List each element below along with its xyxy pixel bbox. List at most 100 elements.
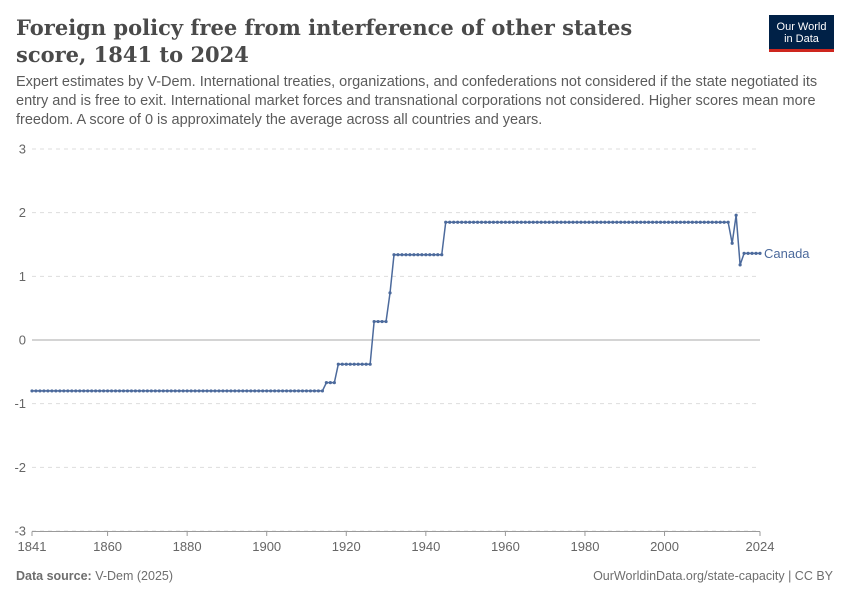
data-point [499,220,504,224]
data-point [706,220,710,224]
data-source-value[interactable]: V-Dem (2025) [95,569,174,583]
y-tick-label: -1 [14,396,26,411]
data-point [121,389,126,393]
y-tick-label: -2 [14,460,26,475]
data-point [710,220,714,224]
data-point [38,389,42,393]
data-point [58,389,62,393]
data-point [94,389,98,393]
x-tick-label: 1980 [571,539,600,554]
y-tick-label: 3 [19,142,26,157]
data-point [571,220,575,224]
series-label-canada: Canada [764,246,810,261]
data-point [54,389,58,393]
data-point [376,319,380,324]
data-point [141,389,145,393]
data-point [658,220,663,224]
data-point [479,220,484,224]
data-point [102,389,106,393]
data-point [714,220,718,224]
x-tick-label: 1841 [18,539,47,554]
data-point [587,220,591,224]
data-point [650,220,655,224]
data-point [205,389,209,393]
data-point [157,389,161,393]
chart-title: Foreign policy free from interference of… [16,15,633,67]
data-point [285,389,289,393]
data-point [487,220,492,224]
data-point [627,220,631,224]
data-point [511,220,515,224]
logo-line-2: in Data [784,33,819,45]
y-tick-label: 2 [19,205,26,220]
data-point [579,220,583,224]
data-point [643,220,647,224]
data-point [424,253,428,257]
data-point [273,389,277,393]
data-point [635,220,639,224]
data-point [344,362,348,366]
data-point [551,220,555,224]
data-point [249,389,253,393]
data-point [595,220,599,224]
data-point [308,389,313,393]
data-point [82,389,86,393]
data-point [360,362,364,366]
data-point [388,291,392,295]
data-point [495,220,500,224]
y-tick-label: -3 [14,524,26,539]
data-point [169,389,173,393]
data-point [217,389,221,393]
data-point [292,389,297,393]
data-point [563,220,567,224]
data-point [611,220,615,224]
data-point [117,389,122,393]
data-point [62,389,66,393]
data-point [722,220,726,224]
data-point [690,220,694,224]
data-point [352,362,356,366]
source-url[interactable]: OurWorldinData.org/state-capacity | CC B… [593,569,833,583]
x-tick-label: 1960 [491,539,520,554]
data-point [539,220,543,224]
data-point [523,220,527,224]
data-point [555,220,559,224]
data-point [90,389,94,393]
data-point [432,253,436,257]
data-point [209,389,213,393]
data-point [619,220,623,224]
data-point [137,389,142,393]
data-point [181,389,185,393]
data-point [440,253,444,257]
data-point [567,220,571,224]
data-point [428,253,432,257]
data-point [340,362,344,366]
data-point [412,253,416,257]
data-point [666,220,671,224]
data-point [702,220,706,224]
data-point [686,220,690,224]
data-point [631,220,635,224]
data-point [320,389,324,393]
data-point [304,389,309,393]
data-point [113,389,118,393]
x-tick-label: 1880 [173,539,202,554]
data-point [503,220,507,224]
data-point [74,389,78,393]
data-point [639,220,643,224]
data-point [269,389,273,393]
y-tick-label: 1 [19,269,26,284]
x-tick-label: 2024 [746,539,775,554]
data-point [161,389,165,393]
data-point [233,389,237,393]
data-point [483,220,488,224]
data-point [738,263,742,267]
data-point [730,241,734,245]
x-tick-label: 1900 [252,539,281,554]
data-point [416,253,420,257]
data-point [336,362,340,366]
x-tick-label: 2000 [650,539,679,554]
data-point [70,389,74,393]
owid-logo[interactable]: Our World in Data [769,15,834,52]
